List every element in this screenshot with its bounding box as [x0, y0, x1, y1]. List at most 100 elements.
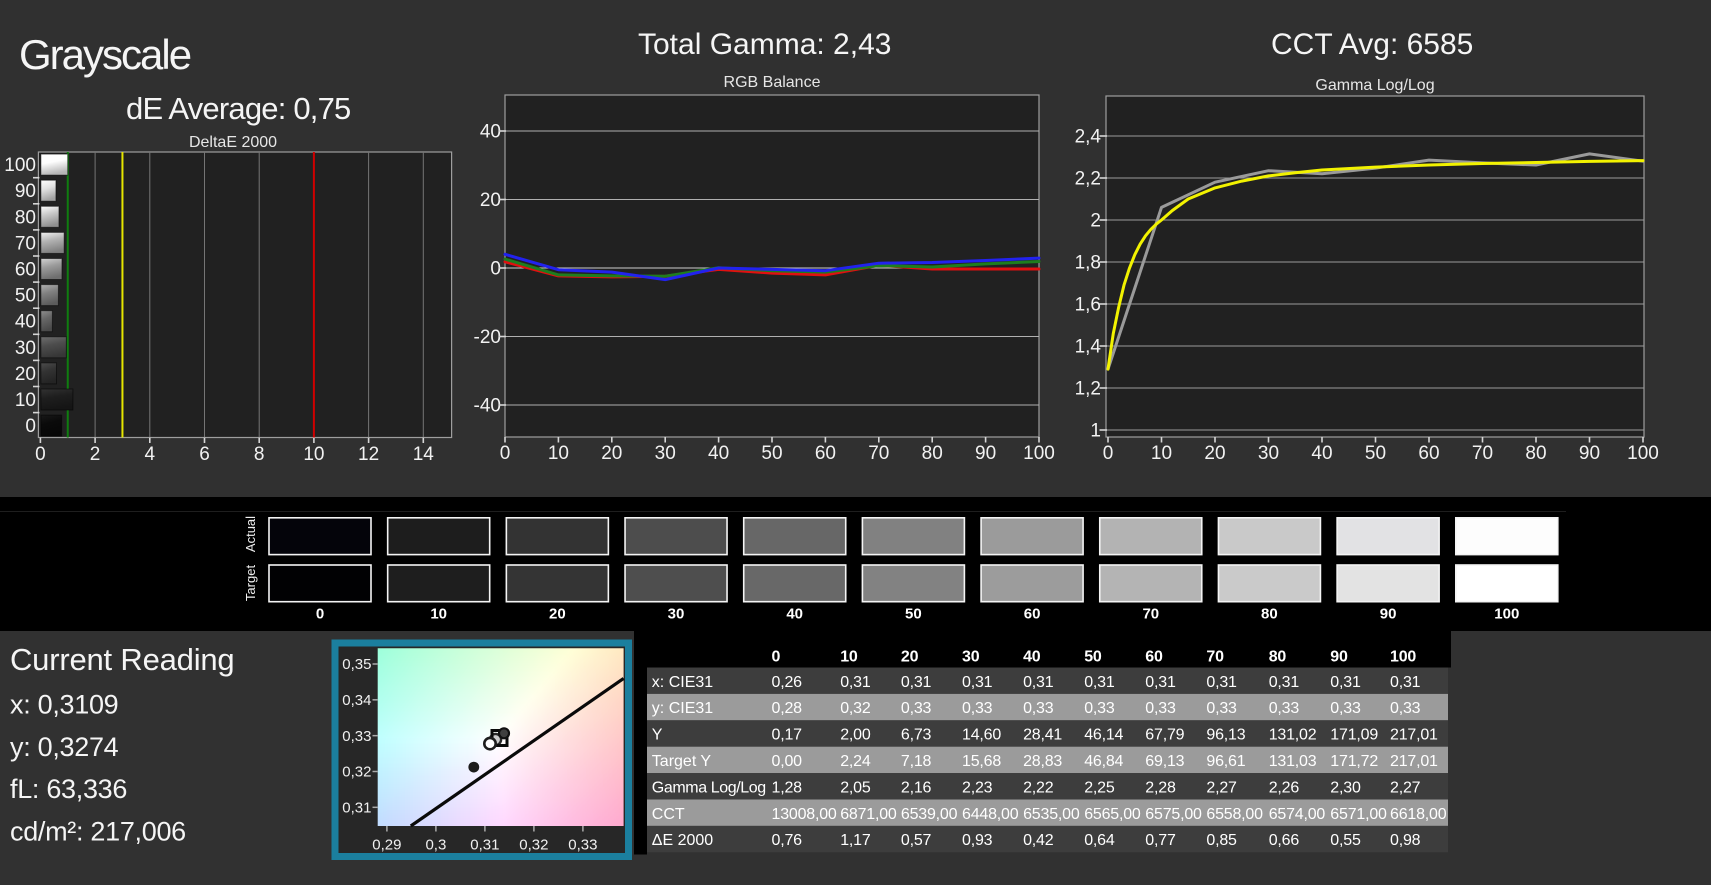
svg-text:0,77: 0,77	[1145, 832, 1176, 849]
svg-text:100: 100	[4, 155, 36, 176]
svg-text:0: 0	[1103, 443, 1114, 464]
svg-text:dE Average: 0,75: dE Average: 0,75	[126, 91, 350, 126]
svg-text:2: 2	[1090, 211, 1101, 232]
svg-text:96,13: 96,13	[1206, 727, 1245, 744]
svg-text:2,23: 2,23	[962, 779, 993, 796]
svg-text:0,55: 0,55	[1330, 832, 1361, 849]
svg-text:0,31: 0,31	[342, 800, 371, 817]
svg-text:1,17: 1,17	[840, 832, 871, 849]
svg-text:0,32: 0,32	[342, 764, 371, 781]
svg-text:6574,00: 6574,00	[1269, 806, 1326, 823]
svg-text:10: 10	[1151, 443, 1172, 464]
svg-text:0,17: 0,17	[772, 727, 803, 744]
svg-text:6448,00: 6448,00	[962, 806, 1019, 823]
svg-text:50: 50	[1084, 649, 1102, 666]
svg-text:40: 40	[786, 606, 803, 623]
svg-text:20: 20	[549, 606, 566, 623]
svg-text:2: 2	[90, 444, 101, 465]
svg-text:-20: -20	[474, 327, 501, 348]
svg-text:0,31: 0,31	[1390, 674, 1421, 691]
svg-text:7,18: 7,18	[901, 753, 932, 770]
svg-text:-40: -40	[474, 396, 501, 417]
svg-text:6575,00: 6575,00	[1145, 806, 1202, 823]
svg-text:217,01: 217,01	[1390, 727, 1438, 744]
svg-text:60: 60	[1418, 443, 1439, 464]
svg-text:0,93: 0,93	[962, 832, 993, 849]
svg-text:cd/m²: 217,006: cd/m²: 217,006	[10, 816, 186, 846]
svg-text:Gamma Log/Log: Gamma Log/Log	[1315, 77, 1434, 94]
svg-text:12: 12	[358, 444, 379, 465]
svg-text:40: 40	[1311, 443, 1332, 464]
svg-text:0: 0	[490, 259, 501, 280]
svg-text:90: 90	[1330, 649, 1348, 666]
svg-text:46,14: 46,14	[1084, 727, 1123, 744]
svg-text:80: 80	[15, 207, 36, 228]
svg-text:131,03: 131,03	[1269, 753, 1317, 770]
svg-text:Target Y: Target Y	[652, 753, 712, 770]
svg-text:0,33: 0,33	[342, 728, 371, 745]
svg-text:0,33: 0,33	[568, 837, 597, 854]
svg-text:100: 100	[1627, 443, 1659, 464]
svg-text:1,6: 1,6	[1075, 295, 1101, 316]
svg-text:171,72: 171,72	[1330, 753, 1378, 770]
svg-text:13008,00: 13008,00	[772, 806, 837, 823]
svg-text:20: 20	[480, 190, 501, 211]
svg-text:69,13: 69,13	[1145, 753, 1184, 770]
svg-text:90: 90	[975, 443, 996, 464]
svg-text:2,26: 2,26	[1269, 779, 1300, 796]
svg-text:0,33: 0,33	[1390, 700, 1421, 717]
svg-text:0,26: 0,26	[772, 674, 803, 691]
svg-text:80: 80	[1269, 649, 1287, 666]
svg-text:100: 100	[1494, 606, 1519, 623]
svg-text:0,32: 0,32	[519, 837, 548, 854]
svg-text:30: 30	[962, 649, 980, 666]
svg-text:80: 80	[1261, 606, 1278, 623]
svg-text:50: 50	[905, 606, 922, 623]
svg-text:50: 50	[15, 286, 36, 307]
svg-text:0,66: 0,66	[1269, 832, 1300, 849]
svg-text:0,34: 0,34	[342, 692, 371, 709]
svg-text:0,29: 0,29	[372, 837, 401, 854]
svg-text:0,33: 0,33	[1330, 700, 1361, 717]
svg-text:30: 30	[15, 338, 36, 359]
svg-text:2,16: 2,16	[901, 779, 932, 796]
svg-text:67,79: 67,79	[1145, 727, 1184, 744]
svg-text:0,31: 0,31	[1269, 674, 1300, 691]
svg-text:2,27: 2,27	[1206, 779, 1237, 796]
svg-text:1: 1	[1090, 421, 1101, 442]
svg-text:60: 60	[1145, 649, 1163, 666]
svg-text:70: 70	[1472, 443, 1493, 464]
svg-text:96,61: 96,61	[1206, 753, 1245, 770]
svg-text:Current Reading: Current Reading	[10, 642, 234, 677]
svg-text:15,68: 15,68	[962, 753, 1001, 770]
svg-text:14,60: 14,60	[962, 727, 1001, 744]
svg-text:0,28: 0,28	[772, 700, 803, 717]
svg-text:30: 30	[668, 606, 685, 623]
svg-text:0: 0	[35, 444, 46, 465]
svg-text:Gamma Log/Log: Gamma Log/Log	[652, 779, 766, 796]
svg-text:0,31: 0,31	[840, 674, 871, 691]
svg-text:6539,00: 6539,00	[901, 806, 958, 823]
svg-text:46,84: 46,84	[1084, 753, 1123, 770]
svg-text:50: 50	[1365, 443, 1386, 464]
svg-text:6535,00: 6535,00	[1023, 806, 1080, 823]
svg-text:fL: 63,336: fL: 63,336	[10, 774, 127, 804]
svg-text:171,09: 171,09	[1330, 727, 1378, 744]
svg-text:2,05: 2,05	[840, 779, 871, 796]
svg-text:40: 40	[480, 122, 501, 143]
svg-text:50: 50	[761, 443, 782, 464]
svg-text:2,30: 2,30	[1330, 779, 1361, 796]
svg-text:0,33: 0,33	[962, 700, 993, 717]
svg-text:10: 10	[303, 444, 324, 465]
svg-text:0,3: 0,3	[425, 837, 446, 854]
svg-text:30: 30	[1258, 443, 1279, 464]
svg-text:60: 60	[815, 443, 836, 464]
svg-text:0: 0	[772, 649, 781, 666]
svg-text:2,00: 2,00	[840, 727, 871, 744]
svg-text:0,98: 0,98	[1390, 832, 1421, 849]
svg-text:6618,00: 6618,00	[1390, 806, 1447, 823]
svg-text:6: 6	[199, 444, 210, 465]
svg-text:70: 70	[1206, 649, 1224, 666]
svg-text:Y: Y	[652, 727, 663, 744]
svg-text:0,76: 0,76	[772, 832, 803, 849]
